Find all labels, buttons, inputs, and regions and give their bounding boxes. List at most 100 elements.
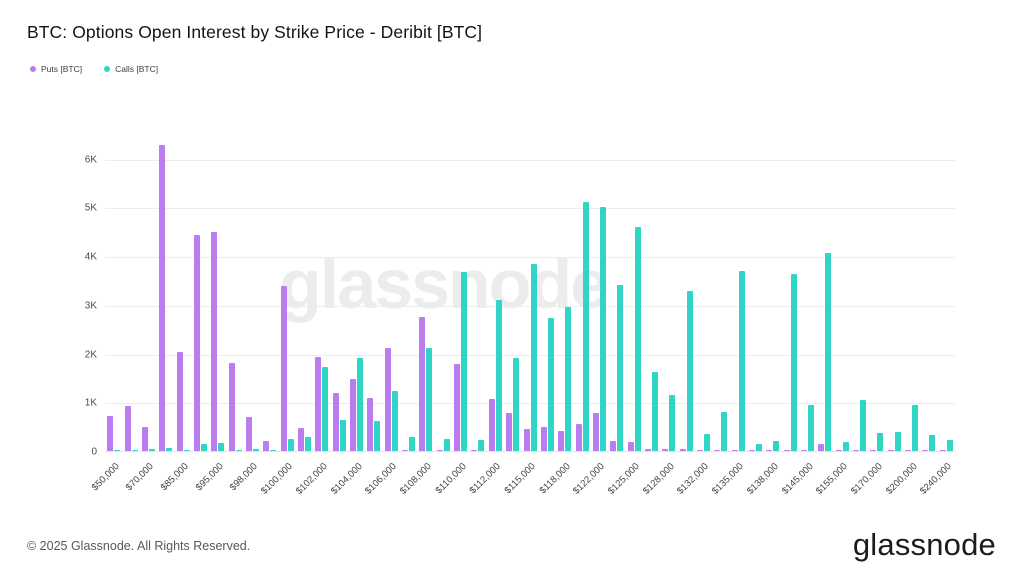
call-bar: [443, 439, 450, 451]
put-bar: [193, 235, 200, 451]
put-bar: [610, 441, 617, 451]
call-bar: [183, 450, 190, 451]
call-bar: [808, 404, 815, 451]
plot-area: glassnode 0 1K 2K 3K 4K 5K 6K $50,000 $70,000 $85…: [85, 140, 955, 497]
put-bar: [575, 423, 582, 451]
call-bar: [391, 391, 398, 451]
put-bar: [523, 429, 530, 451]
put-bar: [714, 450, 721, 451]
put-bar: [506, 412, 513, 451]
put-bar: [801, 450, 808, 451]
put-bar: [141, 426, 148, 451]
call-bar: [599, 206, 606, 451]
put-bar: [315, 357, 322, 451]
call-bar: [946, 440, 953, 451]
put-bar: [419, 316, 426, 451]
put-bar: [887, 450, 894, 451]
put-bar: [488, 399, 495, 451]
call-bar: [322, 366, 329, 451]
gridline: [105, 257, 955, 258]
call-bar: [912, 404, 919, 451]
put-bar: [384, 347, 391, 451]
call-bar: [738, 270, 745, 451]
call-bar: [686, 291, 693, 451]
y-axis-label: 1K: [84, 397, 97, 409]
y-axis-label: 3K: [84, 300, 97, 312]
call-bar: [860, 399, 867, 451]
put-bar: [211, 231, 218, 451]
put-bar: [592, 412, 599, 451]
put-bar: [766, 450, 773, 451]
gridline: [105, 403, 955, 405]
chart-title: BTC: Options Open Interest by Strike Pri…: [27, 22, 483, 42]
y-axis-label: 2K: [84, 349, 97, 360]
put-bar: [263, 441, 270, 451]
put-bar: [471, 449, 478, 451]
call-bar: [877, 433, 884, 451]
call-bar: [166, 447, 173, 451]
watermark: glassnode: [279, 245, 609, 323]
put-bar: [245, 416, 252, 451]
put-bar: [402, 449, 409, 451]
calls-legend-label: Calls [BTC]: [115, 64, 159, 74]
put-bar: [818, 443, 825, 451]
x-axis-line: [105, 451, 955, 452]
put-bar: [540, 426, 547, 451]
put-bar: [176, 352, 183, 451]
call-bar: [218, 442, 225, 451]
call-bar: [287, 439, 294, 451]
put-bar: [922, 450, 929, 451]
call-bar: [495, 300, 502, 451]
call-bar: [374, 420, 381, 451]
call-bar: [825, 252, 832, 451]
call-bar: [357, 358, 364, 451]
gridline: [105, 208, 955, 210]
call-bar: [894, 432, 901, 451]
put-bar: [731, 449, 738, 451]
put-bar: [939, 450, 946, 451]
call-bar: [756, 443, 762, 451]
gridline: [105, 159, 955, 161]
legend-item-calls: Calls [BTC]: [104, 64, 158, 74]
gridline: [105, 305, 955, 307]
y-axis-label: 5K: [84, 202, 97, 214]
put-bar: [332, 392, 339, 451]
put-bar: [696, 450, 703, 451]
y-axis-label: 4K: [84, 251, 97, 263]
call-bar: [547, 317, 554, 451]
call-bar: [478, 440, 485, 451]
call-bar: [409, 436, 416, 451]
put-bar: [436, 449, 443, 451]
call-bar: [304, 436, 311, 451]
call-bar: [582, 201, 589, 451]
puts-legend-label: Puts [BTC]: [41, 64, 83, 74]
call-bar: [114, 450, 121, 451]
call-bar: [426, 347, 433, 451]
put-bar: [853, 450, 860, 451]
copyright-text: © 2025 Glassnode. All Rights Reserved.: [27, 539, 251, 553]
call-bar: [651, 371, 658, 451]
call-bar: [252, 449, 259, 451]
put-bar: [662, 449, 669, 451]
call-bar: [530, 263, 537, 451]
put-bar: [228, 363, 235, 451]
call-bar: [721, 412, 728, 451]
put-bar: [159, 145, 166, 451]
put-bar: [644, 448, 651, 451]
put-bar: [107, 415, 114, 451]
put-bar: [280, 285, 287, 451]
put-bar: [297, 427, 304, 451]
calls-legend-dot-icon: [104, 66, 111, 72]
call-bar: [513, 357, 520, 451]
call-bar: [235, 449, 242, 451]
call-bar: [703, 434, 710, 451]
put-bar: [679, 448, 686, 451]
legend-item-puts: Puts [BTC]: [30, 64, 82, 74]
call-bar: [148, 448, 155, 451]
y-axis-label: 6K: [84, 154, 97, 165]
call-bar: [270, 449, 277, 451]
puts-legend-dot-icon: [30, 66, 36, 72]
put-bar: [749, 450, 755, 451]
put-bar: [783, 450, 790, 451]
